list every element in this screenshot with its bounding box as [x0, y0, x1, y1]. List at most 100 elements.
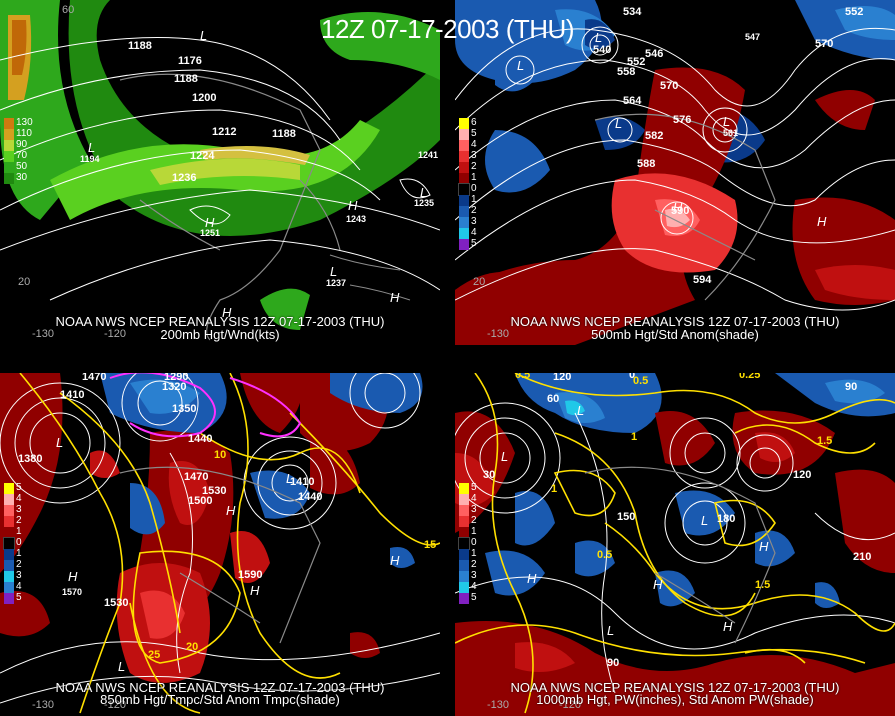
legend-swatch: 1 — [459, 194, 477, 206]
contour-label: 570 — [660, 80, 679, 92]
contour-label: 0.5 — [515, 373, 531, 381]
contour-label: 1410 — [290, 476, 315, 488]
legend-value: 30 — [16, 172, 28, 183]
legend-value: 130 — [16, 117, 33, 128]
legend-swatch: 5 — [459, 592, 477, 604]
axis-label: -130 — [32, 328, 55, 340]
legend-swatch: 0 — [458, 183, 477, 196]
map-850mb — [0, 373, 440, 714]
legend-value: 4 — [16, 581, 22, 592]
caption-line2: 200mb Hgt/Wnd(kts) — [160, 327, 280, 342]
legend-swatch: 2 — [459, 559, 477, 571]
high-marker: H — [723, 619, 733, 634]
legend-swatch: 3 — [4, 504, 22, 516]
legend-value: 1 — [471, 526, 477, 537]
legend-value: 2 — [471, 205, 477, 216]
legend-swatch: 5 — [459, 128, 477, 140]
low-marker: L — [501, 449, 509, 464]
legend-swatch: 3 — [459, 150, 477, 162]
legend-value: 4 — [471, 139, 477, 150]
axis-label: -130 — [32, 699, 55, 711]
caption-line2: 500mb Hgt/Std Anom(shade) — [591, 327, 759, 342]
legend-value: 70 — [16, 150, 28, 161]
contour-label: 1530 — [104, 597, 129, 609]
contour-label: 0.25 — [739, 373, 761, 381]
contour-label: 1470 — [184, 471, 209, 483]
contour-label: 1188 — [128, 40, 152, 52]
high-marker: H — [390, 553, 400, 568]
axis-label: 20 — [18, 276, 31, 288]
legend-swatch: 4 — [459, 139, 477, 151]
contour-label: 1 — [631, 431, 638, 443]
legend-swatch: 2 — [4, 559, 22, 571]
high-marker: H — [226, 503, 236, 518]
map-1000mb — [455, 373, 895, 716]
axis-label: -130 — [487, 328, 510, 340]
contour-label: 1224 — [190, 150, 215, 162]
high-marker: H — [673, 200, 683, 215]
contour-label: 588 — [637, 158, 656, 170]
contour-label: 60 — [547, 393, 560, 405]
legend-swatch: 90 — [4, 139, 27, 151]
legend-swatch: 5 — [459, 238, 477, 250]
contour-label: 1570 — [62, 587, 83, 597]
legend-value: 110 — [16, 128, 32, 139]
main-title: 12Z 07-17-2003 (THU) — [321, 14, 575, 44]
contour-label: 25 — [148, 649, 161, 661]
caption-line2: 850mb Hgt/Tmpc/Std Anom Tmpc(shade) — [100, 692, 340, 707]
legend-value: 4 — [471, 581, 477, 592]
contour-label: 1194 — [80, 154, 100, 164]
contour-label: 30 — [483, 469, 496, 481]
legend-swatch: 2 — [459, 161, 477, 173]
legend-value: 1 — [471, 194, 477, 205]
low-marker: L — [517, 58, 525, 73]
contour-label: 1188 — [272, 128, 296, 140]
legend-swatch: 2 — [4, 515, 22, 527]
caption-line1: NOAA NWS NCEP REANALYSIS 12Z 07-17-2003 … — [510, 680, 840, 695]
low-marker: L — [330, 264, 338, 279]
legend-value: 4 — [471, 493, 477, 504]
contour-label: 552 — [845, 6, 864, 18]
legend-swatch: 3 — [459, 216, 477, 228]
contour-label: 90 — [607, 657, 620, 669]
contour-label: 1590 — [238, 569, 263, 581]
high-marker: H — [250, 583, 260, 598]
legend-value: 3 — [471, 216, 477, 227]
contour-label: 1 — [551, 483, 558, 495]
axis-label: 60 — [62, 4, 75, 16]
legend-value: 4 — [471, 227, 477, 238]
axis-label: -130 — [487, 699, 510, 711]
contour-label: 1235 — [414, 198, 435, 208]
contour-label: 210 — [853, 551, 872, 563]
axis-label: 20 — [473, 276, 486, 288]
legend-value: 2 — [16, 515, 22, 526]
contour-label: 1.5 — [755, 579, 771, 591]
legend-value: 1 — [16, 548, 22, 559]
legend-value: 5 — [471, 482, 477, 493]
legend-200mb: 130 110 90 70 50 30 — [4, 117, 33, 184]
contour-label: 1320 — [162, 381, 187, 393]
legend-swatch: 1 — [459, 526, 477, 538]
legend-value: 3 — [471, 504, 477, 515]
legend-value: 3 — [471, 570, 477, 581]
legend-swatch: 110 — [4, 128, 32, 140]
map-200mb — [0, 0, 440, 341]
contour-label: 1290 — [164, 373, 189, 383]
legend-swatch: 4 — [459, 581, 477, 593]
legend-value: 0 — [471, 537, 477, 548]
contour-label: 547 — [745, 32, 761, 42]
contour-label: 540 — [593, 44, 612, 56]
contour-label: 570 — [815, 38, 834, 50]
legend-swatch: 5 — [459, 482, 477, 494]
contour-label: 0 — [629, 373, 636, 381]
caption-line1: NOAA NWS NCEP REANALYSIS 12Z 07-17-2003 … — [55, 314, 385, 329]
contour-label: 1.5 — [817, 435, 833, 447]
contour-label: 1212 — [212, 126, 237, 138]
contour-label: 1470 — [82, 373, 107, 383]
legend-value: 90 — [16, 139, 28, 150]
map-500mb — [455, 0, 895, 345]
contour-label: 552 — [627, 56, 646, 68]
contour-label: 1500 — [188, 495, 213, 507]
